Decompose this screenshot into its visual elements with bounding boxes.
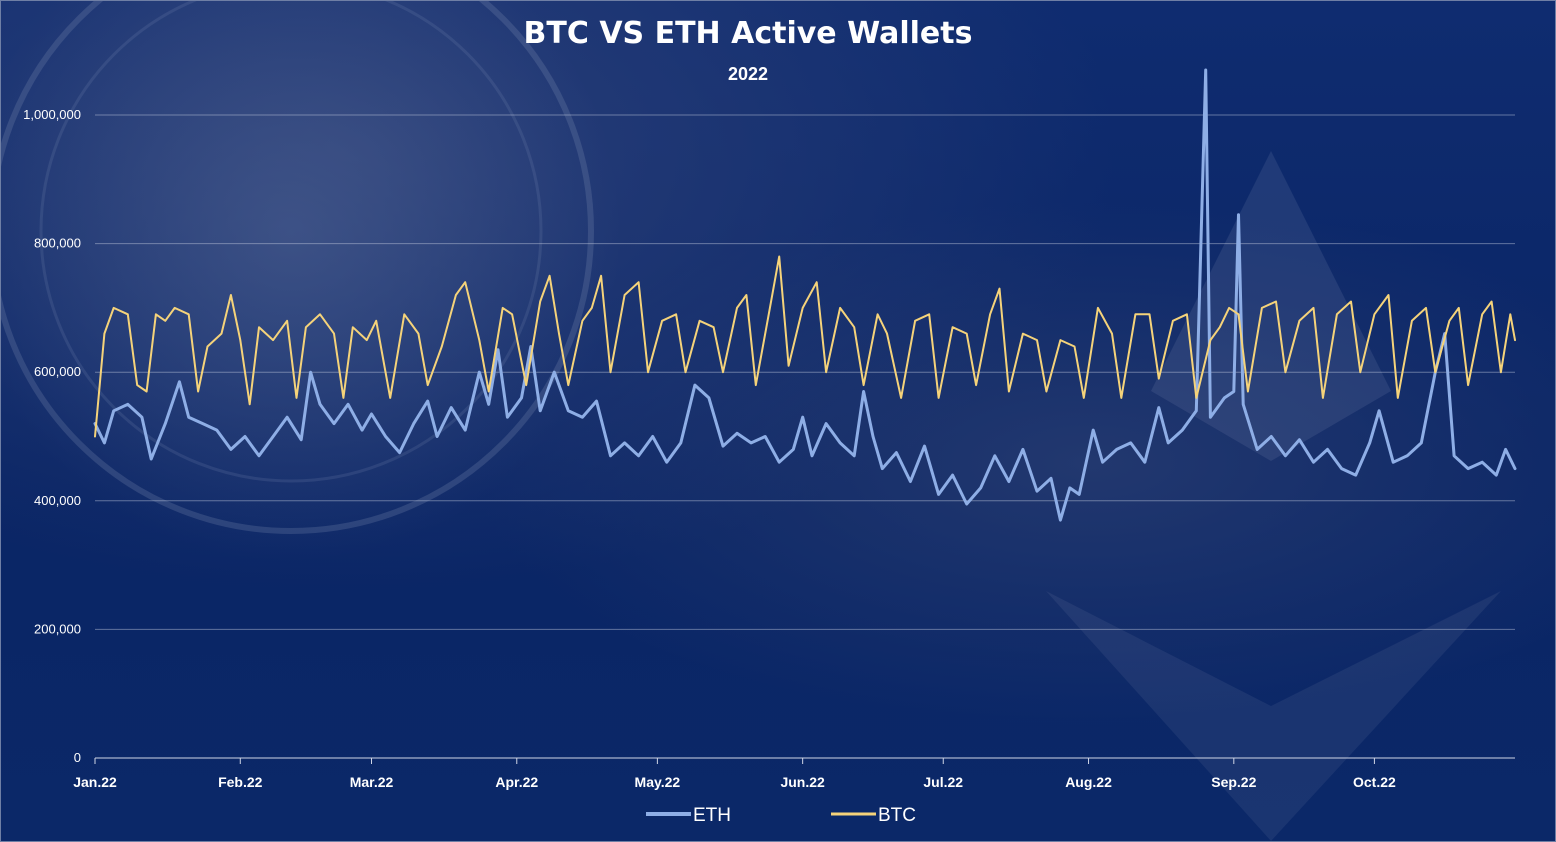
x-tick-label: Jan.22 bbox=[73, 774, 117, 790]
x-tick-label: Apr.22 bbox=[495, 774, 538, 790]
x-tick-label: Jun.22 bbox=[780, 774, 825, 790]
ethereum-logo-watermark-top bbox=[1151, 151, 1391, 461]
chart-title: BTC VS ETH Active Wallets bbox=[524, 16, 973, 51]
background-art bbox=[1, 1, 1511, 841]
y-tick-label: 0 bbox=[74, 750, 81, 765]
gridlines bbox=[95, 114, 1515, 630]
x-tick-label: Sep.22 bbox=[1211, 774, 1256, 790]
y-tick-label: 800,000 bbox=[34, 236, 81, 251]
x-tick-label: May.22 bbox=[635, 774, 681, 790]
legend-label-btc: BTC bbox=[878, 805, 916, 826]
x-tick-label: Aug.22 bbox=[1065, 774, 1112, 790]
y-tick-label: 600,000 bbox=[34, 364, 81, 379]
chart-subtitle: 2022 bbox=[728, 64, 768, 84]
series-line-eth bbox=[93, 68, 1517, 522]
x-tick-label: Mar.22 bbox=[350, 774, 394, 790]
series-line-btc bbox=[94, 255, 1516, 438]
series-layer bbox=[93, 68, 1517, 522]
coin-inner-ring bbox=[39, 1, 543, 483]
y-tick-label: 200,000 bbox=[34, 621, 81, 636]
x-axis: Jan.22 Feb.22 Mar.22 Apr.22 May.22 Jun.22 Jul.… bbox=[73, 758, 1396, 790]
x-tick-label: Oct.22 bbox=[1353, 774, 1396, 790]
legend-label-eth: ETH bbox=[693, 805, 731, 826]
ethereum-logo-watermark-bottom bbox=[1041, 581, 1511, 841]
y-tick-label: 1,000,000 bbox=[23, 107, 81, 122]
y-tick-label: 400,000 bbox=[34, 493, 81, 508]
bitcoin-coin-watermark bbox=[1, 1, 621, 561]
coin-outer-ring bbox=[1, 1, 594, 534]
x-tick-label: Feb.22 bbox=[218, 774, 263, 790]
legend: ETH BTC bbox=[646, 805, 916, 826]
y-axis: 0 200,000 400,000 600,000 800,000 1,000,000 bbox=[23, 107, 81, 765]
x-tick-label: Jul.22 bbox=[923, 774, 963, 790]
